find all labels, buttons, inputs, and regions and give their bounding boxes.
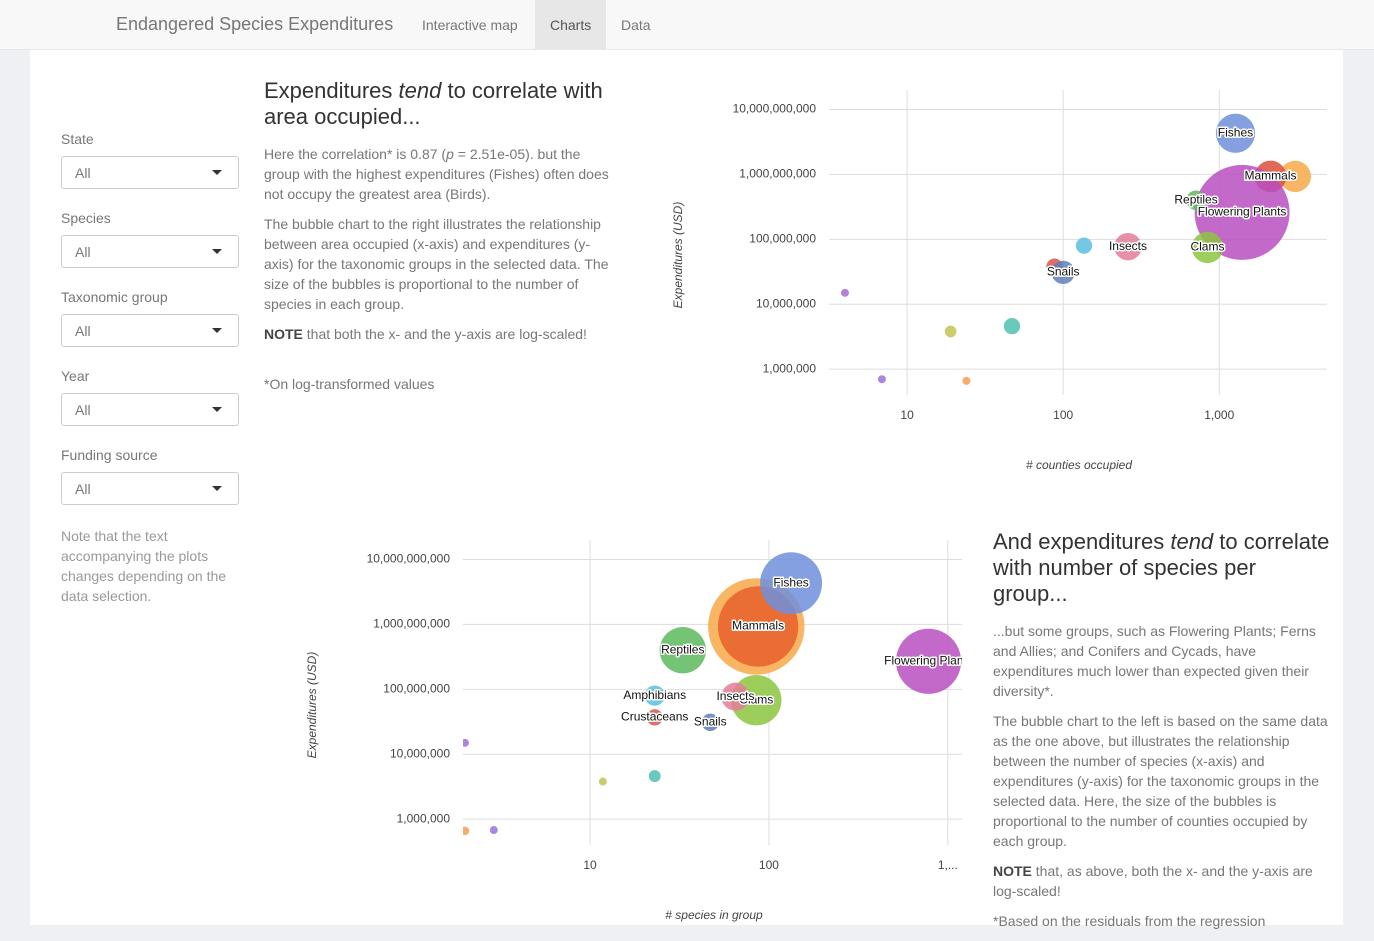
select[interactable]: All [61, 314, 239, 347]
select[interactable]: All [61, 472, 239, 505]
caret [212, 249, 222, 254]
text: that, as above, both the x- and the y-ax… [993, 863, 1313, 899]
select-value: All [75, 244, 91, 260]
text: = 2.51e-05). but the group with the high… [264, 146, 609, 202]
select[interactable]: All [61, 156, 239, 189]
paragraph: The bubble chart to the left is based on… [993, 713, 1328, 849]
text: to correlate with area occupied... [264, 78, 603, 129]
heading: And expenditures tend to correlate with … [993, 529, 1331, 607]
select-value: All [75, 165, 91, 181]
text: And expenditures [993, 529, 1171, 554]
nav-item[interactable]: Data [621, 17, 651, 33]
paragraph: Here the correlation* is 0.87 (p = 2.51e… [264, 144, 609, 204]
caret [212, 486, 222, 491]
strong: NOTE [993, 863, 1032, 879]
navbar: Endangered Species Expenditures Interact… [0, 0, 1374, 50]
strong: NOTE [264, 326, 303, 342]
filter-label: State [61, 131, 94, 147]
filter-label: Species [61, 210, 111, 226]
select-value: All [75, 481, 91, 497]
filter-label: Taxonomic group [61, 289, 168, 305]
select[interactable]: All [61, 393, 239, 426]
nav-item-active[interactable]: Charts [535, 0, 607, 49]
heading: Expenditures tend to correlate with area… [264, 78, 609, 130]
text: Expenditures [264, 78, 399, 103]
select[interactable]: All [61, 235, 239, 268]
select-value: All [75, 402, 91, 418]
footnote: *On log-transformed values [264, 376, 435, 392]
paragraph: ...but some groups, such as Flowering Pl… [993, 623, 1316, 699]
caret [212, 328, 222, 333]
paragraph: NOTE that both the x- and the y-axis are… [264, 324, 609, 344]
filter-label: Funding source [61, 447, 158, 463]
paragraph: The bubble chart to the right illustrate… [264, 216, 609, 312]
text: Here the correlation* is 0.87 ( [264, 146, 447, 162]
text: that both the x- and the y-axis are log-… [302, 326, 587, 342]
content [30, 50, 1343, 925]
caret [212, 170, 222, 175]
emphasis: tend [398, 78, 442, 103]
footnote: *Based on the residuals from the regress… [993, 913, 1266, 929]
filter-label: Year [61, 368, 90, 384]
section-2: And expenditures tend to correlate with … [993, 529, 1331, 941]
brand[interactable]: Endangered Species Expenditures [116, 14, 394, 34]
sidebar-note: Note that the text accompanying the plot… [61, 528, 227, 604]
emphasis: tend [1170, 529, 1214, 554]
emphasis: p [446, 146, 454, 162]
text: to correlate with number of species per … [993, 529, 1330, 606]
section-1: Expenditures tend to correlate with area… [264, 78, 609, 404]
paragraph: NOTE that, as above, both the x- and the… [993, 861, 1331, 901]
caret [212, 407, 222, 412]
select-value: All [75, 323, 91, 339]
nav-item[interactable]: Interactive map [422, 17, 518, 33]
